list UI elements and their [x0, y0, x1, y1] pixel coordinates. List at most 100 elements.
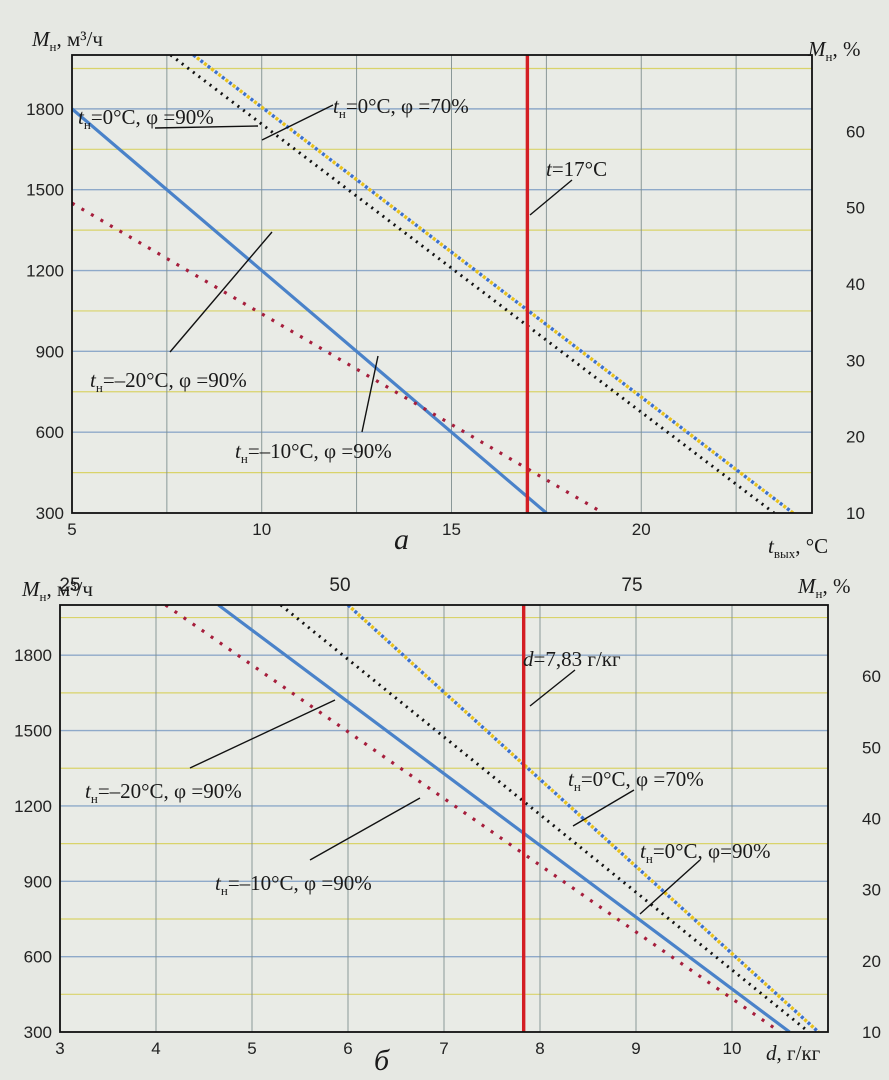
y-right-tick-label: 60	[862, 667, 881, 686]
annotation-label: d=7,83 г/кг	[523, 647, 621, 671]
annotation-label: tн=–20°С, φ =90%	[90, 368, 247, 395]
series-line-3	[279, 605, 810, 1032]
annotation-var: t	[333, 94, 340, 118]
annotation-text: =–10°С, φ =90%	[248, 439, 392, 463]
y-right-axis-label: Mн, %	[807, 37, 860, 64]
annotation-label: tн=–10°С, φ =90%	[215, 871, 372, 898]
annotation-var: t	[640, 839, 647, 863]
x-tick-label: 20	[632, 520, 651, 539]
annotation-var: t	[78, 105, 85, 129]
annotation-leader	[154, 125, 259, 129]
y-right-tick-label: 30	[846, 351, 865, 370]
series-group	[164, 605, 820, 1032]
annotation-text: =0°С, φ=90%	[653, 839, 771, 863]
y-axis-label-var: M	[21, 577, 41, 601]
annotation-text: =17°С	[552, 157, 607, 181]
y-axis-label-var: M	[31, 27, 51, 51]
annotation-text: =–10°С, φ =90%	[228, 871, 372, 895]
annotation-text: =0°С, φ =90%	[91, 105, 214, 129]
annotation-sub: н	[91, 791, 98, 806]
annotation-var: t	[215, 871, 222, 895]
x-axis-label-unit: , °C	[795, 534, 828, 558]
annotation-text: =0°С, φ =70%	[581, 767, 704, 791]
panel-label: а	[394, 523, 409, 556]
annotation-text: =0°С, φ =70%	[346, 94, 469, 118]
x-axis-label-var: d	[766, 1041, 777, 1065]
annotation-leader	[361, 355, 379, 433]
panel-label: б	[374, 1044, 390, 1077]
x-tick-label: 10	[252, 520, 271, 539]
x-tick-label: 5	[247, 1039, 256, 1058]
x-tick-label: 6	[343, 1039, 352, 1058]
y-axis-label: Mн, м³/ч	[21, 577, 93, 604]
annotation-var: t	[85, 779, 92, 803]
annotation-var: t	[568, 767, 575, 791]
y-tick-label: 1500	[14, 722, 52, 741]
annotation-leader	[169, 231, 273, 353]
annotation-leader	[309, 797, 421, 861]
annotation-label: tн=0°С, φ =70%	[568, 767, 704, 794]
annotation-leader	[261, 104, 334, 141]
y-right-tick-label: 50	[846, 199, 865, 218]
y-right-axis-label-var: M	[807, 37, 827, 61]
plot-frame	[59, 604, 829, 1033]
x-axis-label-sub: вых	[774, 546, 796, 561]
y-tick-label: 600	[36, 423, 64, 442]
y-tick-label: 600	[24, 948, 52, 967]
y-right-tick-label: 10	[862, 1023, 881, 1042]
annotation-var: d	[523, 647, 534, 671]
annotation-sub: н	[221, 883, 228, 898]
series-line-2	[164, 605, 781, 1032]
annotation-leader	[529, 669, 576, 707]
y-right-tick-label: 50	[862, 738, 881, 757]
y-tick-label: 1800	[14, 646, 52, 665]
y-right-axis-label-sub: н	[816, 586, 823, 601]
annotation-leader	[572, 789, 635, 827]
series-group	[72, 55, 795, 513]
annotation-sub: н	[646, 851, 653, 866]
annotation-label: tн=0°С, φ =70%	[333, 94, 469, 121]
annotation-label: tн=0°С, φ=90%	[640, 839, 771, 866]
x-tick-label: 9	[631, 1039, 640, 1058]
annotation-var: t	[90, 368, 97, 392]
y-tick-label: 1200	[14, 797, 52, 816]
y-tick-label: 1500	[26, 181, 64, 200]
annotation-sub: н	[241, 451, 248, 466]
top-axis-tick-label: 50	[329, 575, 350, 596]
y-tick-label: 1200	[26, 262, 64, 281]
y-axis-label-unit: , м³/ч	[56, 27, 103, 51]
x-axis-label: d, г/кг	[766, 1041, 821, 1065]
y-tick-label: 900	[36, 342, 64, 361]
x-tick-label: 10	[723, 1039, 742, 1058]
annotation-sub: н	[339, 106, 346, 121]
y-right-axis-label-sub: н	[826, 49, 833, 64]
annotation-sub: н	[574, 779, 581, 794]
series-line-4	[346, 605, 820, 1032]
annotation-text: =–20°С, φ =90%	[98, 779, 242, 803]
annotation-leader	[639, 859, 701, 915]
series-line-1	[217, 605, 791, 1032]
y-right-tick-label: 40	[862, 810, 881, 829]
x-tick-label: 5	[67, 520, 76, 539]
y-right-axis-label-unit: , %	[822, 574, 850, 598]
x-tick-label: 8	[535, 1039, 544, 1058]
y-tick-label: 1800	[26, 100, 64, 119]
x-axis-label-var: t	[768, 534, 775, 558]
panel-b: 300 600 900 1200 1500 1800 10 20 30 40 50 60 3 4 5 6 7 8 9…	[14, 574, 881, 1077]
x-tick-label: 7	[439, 1039, 448, 1058]
y-right-axis-label: Mн, %	[797, 574, 850, 601]
x-tick-label: 15	[442, 520, 461, 539]
y-right-tick-label: 60	[846, 122, 865, 141]
x-tick-label: 3	[55, 1039, 64, 1058]
annotation-label: tн=–20°С, φ =90%	[85, 779, 242, 806]
annotation-sub: н	[96, 380, 103, 395]
y-right-tick-label: 10	[846, 504, 865, 523]
y-tick-label: 300	[24, 1023, 52, 1042]
y-axis-label: Mн, м³/ч	[31, 27, 103, 54]
annotation-text: =7,83 г/кг	[534, 647, 621, 671]
y-axis-label-sub: н	[50, 39, 57, 54]
annotation-label: tн=–10°С, φ =90%	[235, 439, 392, 466]
y-tick-label: 900	[24, 872, 52, 891]
annotation-text: =–20°С, φ =90%	[103, 368, 247, 392]
